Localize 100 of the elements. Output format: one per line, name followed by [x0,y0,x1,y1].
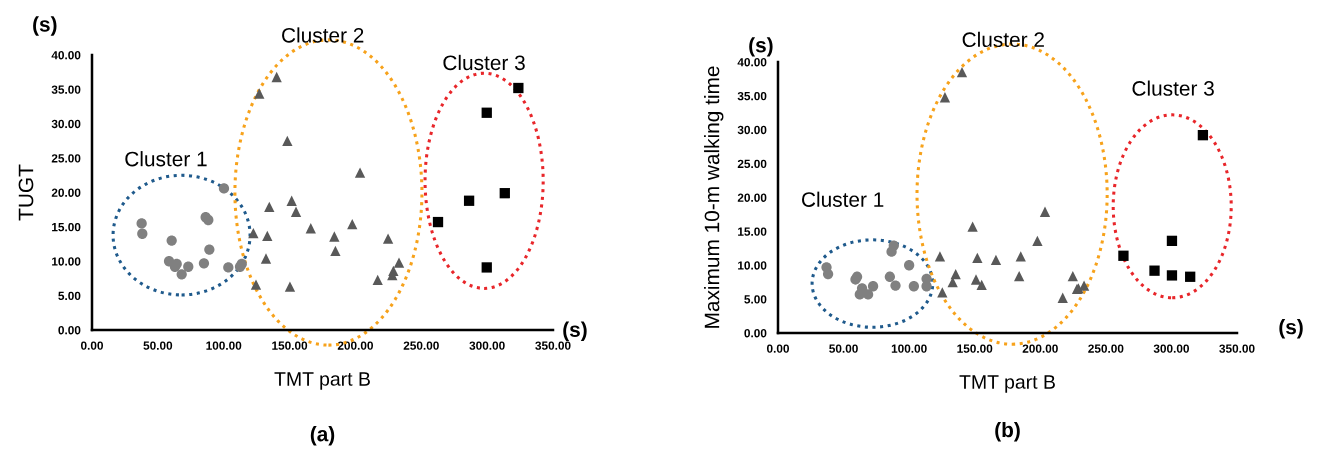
point [218,183,230,194]
point [921,281,932,292]
y-tick-label: 20.00 [737,193,767,202]
x-tick-label: 350.00 [1219,344,1255,353]
point [137,228,148,239]
point [347,218,358,230]
point [908,281,920,292]
annotation: Cluster 1 [802,191,884,207]
point [166,235,177,246]
x-tick-label: 50.00 [143,341,173,350]
point [939,92,951,103]
point [463,195,475,206]
y-tick-label: 30.00 [51,119,81,129]
point [1014,270,1025,282]
point [262,230,273,241]
point [1166,270,1178,281]
x-tick-label: 150.00 [957,344,993,353]
point [136,218,147,229]
point [282,135,293,147]
point [264,201,275,213]
point [867,281,879,292]
y-tick-label: 30.00 [737,125,767,135]
point [198,258,210,269]
point [290,206,302,217]
point [481,262,492,273]
point [1118,250,1129,261]
y-tick-label: 40.00 [51,51,81,60]
point [329,231,340,242]
point [972,252,983,263]
point [956,67,968,78]
x-tick-label: 150.00 [272,341,308,350]
point [1039,206,1051,217]
x-tick-label: 200.00 [1022,344,1058,353]
point [934,251,946,262]
point [382,233,394,244]
point [1149,265,1160,276]
text: (s) [563,321,587,341]
x-tick-label: 200.00 [337,341,373,350]
y-tick-label: 10.00 [52,257,81,266]
text: (s) [749,37,773,57]
point [330,245,341,257]
y-tick-label: 15.00 [738,227,767,236]
x-tick-label: 0.00 [80,341,104,350]
x-tick-label: 50.00 [829,344,858,353]
point [372,274,383,285]
y-tick-label: 5.00 [744,295,767,304]
point [388,265,399,277]
y-tick-label: 40.00 [737,58,767,67]
text: Cluster 2 [282,27,364,43]
point [271,71,282,83]
x-tick-label: 300.00 [1153,344,1189,353]
point [903,260,915,271]
text: (a) [310,426,335,446]
x-axis-title: TMT part B [274,372,370,390]
text: (b) [995,421,1020,442]
point [1067,270,1078,282]
point [286,195,297,206]
point [176,269,187,280]
point [513,82,524,94]
point [204,244,215,255]
y-tick-label: 35.00 [51,85,81,94]
y-axis-title: TUGT [18,164,34,221]
point [260,253,272,264]
point [250,279,262,290]
point [223,262,234,273]
point [976,279,987,291]
text: (s) [1279,319,1303,339]
point [1197,130,1209,141]
point [499,188,510,199]
y-axis-title: Maximum 10-m walking time [704,66,724,328]
y-tick-label: 25.00 [51,154,81,163]
point [1185,271,1196,282]
point [884,271,896,282]
point [950,268,961,280]
text: (s) [33,16,57,36]
y-tick-label: 35.00 [737,91,767,101]
point [248,227,259,239]
x-tick-label: 100.00 [206,341,242,350]
point [1166,235,1178,247]
y-tick-label: 0.00 [744,329,767,338]
point [254,88,265,99]
point [967,221,978,232]
x-tick-label: 250.00 [403,341,439,350]
point [183,261,194,272]
x-tick-label: 0.00 [766,344,790,353]
point [354,167,366,178]
x-axis-title: TMT part B [959,375,1055,393]
x-tick-label: 350.00 [535,341,571,350]
x-tick-label: 250.00 [1088,344,1124,353]
annotation: Cluster 1 [125,151,207,167]
point [1015,251,1026,262]
point [481,107,492,118]
point [937,287,948,298]
y-tick-label: 25.00 [737,159,767,169]
y-tick-label: 15.00 [52,222,81,232]
y-tick-label: 10.00 [738,261,767,270]
point [393,257,405,268]
point [1032,235,1043,247]
x-tick-label: 300.00 [469,341,505,350]
point [284,281,296,292]
